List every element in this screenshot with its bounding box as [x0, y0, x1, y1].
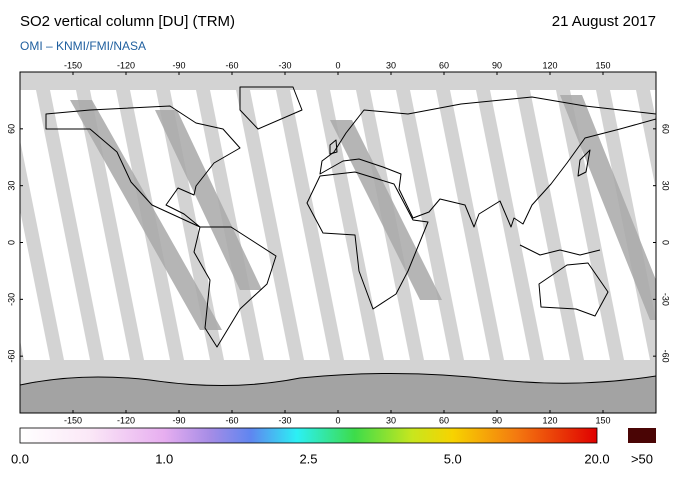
lon-tick-label: -30 [278, 60, 291, 70]
lon-tick-label: -30 [278, 415, 291, 425]
lon-tick-label: 60 [439, 60, 449, 70]
swath [20, 90, 90, 360]
coastline [45, 105, 241, 228]
overflow-label: >50 [631, 451, 653, 466]
antarctica [20, 373, 656, 413]
swath-overlap [155, 110, 262, 290]
lat-tick-label: -30 [6, 293, 16, 306]
lon-tick-label: 150 [595, 60, 610, 70]
colorbar-overflow [628, 428, 656, 443]
swath-overlap [560, 95, 656, 320]
colorbar-label: 1.0 [155, 451, 173, 466]
colorbar-label: 5.0 [444, 451, 462, 466]
swath-overlap [70, 100, 222, 330]
colorbar-label: 20.0 [584, 451, 609, 466]
coastline [193, 226, 277, 348]
coastline [239, 86, 303, 130]
coastline [20, 372, 656, 387]
lon-tick-label: -150 [64, 60, 82, 70]
lat-tick-label: -30 [661, 293, 671, 306]
lon-tick-label: -60 [225, 60, 238, 70]
swath [50, 90, 130, 360]
lon-tick-label: 150 [595, 415, 610, 425]
map-area [20, 72, 656, 413]
lat-tick-label: 60 [661, 124, 671, 134]
colorbar-label: 2.5 [299, 451, 317, 466]
lat-tick-label: -60 [661, 350, 671, 363]
lon-tick-label: 120 [542, 60, 557, 70]
lon-tick-label: -150 [64, 415, 82, 425]
swaths [20, 90, 656, 360]
lat-tick-label: -60 [6, 350, 16, 363]
swath [530, 90, 610, 360]
lon-tick-label: 90 [492, 415, 502, 425]
coastline [577, 149, 591, 177]
lon-tick-label: -120 [117, 415, 135, 425]
swath [650, 90, 656, 120]
lat-tick-label: 0 [661, 240, 671, 245]
lon-tick-label: 60 [439, 415, 449, 425]
lon-tick-label: 90 [492, 60, 502, 70]
lat-tick-label: 60 [6, 124, 16, 134]
lon-tick-label: -90 [172, 60, 185, 70]
lon-tick-label: 0 [335, 60, 340, 70]
swath [290, 90, 370, 360]
coastline [538, 262, 609, 317]
colorbar [19, 427, 598, 444]
lat-tick-label: 30 [6, 181, 16, 191]
swath [410, 90, 490, 360]
source: OMI – KNMI/FMI/NASA [20, 39, 146, 53]
lat-tick-label: 0 [6, 240, 16, 245]
swath [20, 210, 50, 360]
coastline [306, 171, 429, 310]
colorbar-label: 0.0 [11, 451, 29, 466]
lon-tick-label: 0 [335, 415, 340, 425]
lon-tick-label: -90 [172, 415, 185, 425]
lon-tick-label: 120 [542, 415, 557, 425]
title: SO2 vertical column [DU] (TRM) [20, 13, 235, 30]
swath [450, 90, 530, 360]
lon-tick-label: -120 [117, 60, 135, 70]
lon-tick-label: 30 [386, 60, 396, 70]
lon-tick-label: -60 [225, 415, 238, 425]
coastline [329, 139, 338, 155]
coastline [519, 244, 601, 256]
lon-tick-label: 30 [386, 415, 396, 425]
swath [490, 90, 570, 360]
lat-tick-label: 30 [661, 181, 671, 191]
swath [250, 90, 330, 360]
date: 21 August 2017 [552, 13, 656, 30]
coastline [319, 96, 656, 228]
swath [210, 90, 290, 360]
